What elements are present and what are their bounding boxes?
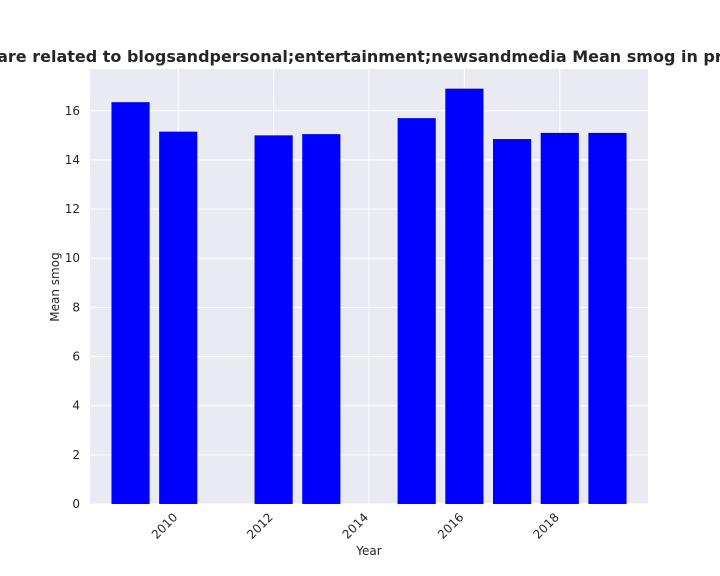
bar: [254, 135, 293, 504]
x-tick-label: 2018: [530, 510, 561, 541]
x-tick-labels: 2010 2012 2014 2016 2018: [149, 510, 562, 541]
x-tick-label: 2014: [340, 510, 371, 541]
x-tick-label: 2012: [244, 510, 275, 541]
bars: [111, 88, 627, 505]
y-tick-label: 8: [72, 300, 80, 314]
bar: [588, 132, 627, 504]
y-tick-label: 2: [72, 448, 80, 462]
y-tick-label: 10: [65, 251, 80, 265]
bar: [111, 102, 150, 504]
y-axis-label: Mean smog: [48, 252, 62, 321]
y-tick-label: 14: [65, 153, 80, 167]
x-tick-label: 2016: [435, 510, 466, 541]
bar: [493, 139, 532, 505]
y-tick-label: 4: [72, 399, 80, 413]
bar: [540, 132, 579, 504]
bar: [302, 134, 341, 504]
x-axis-label: Year: [355, 544, 381, 558]
y-tick-labels: 0 2 4 6 8 10 12 14 16: [65, 104, 80, 511]
bar: [159, 131, 198, 504]
y-tick-label: 0: [72, 497, 80, 511]
y-tick-label: 6: [72, 350, 80, 364]
bar: [397, 118, 436, 505]
bar: [445, 88, 484, 505]
chart-title: Categories are related to blogsandperson…: [0, 47, 720, 66]
y-tick-label: 12: [65, 202, 80, 216]
x-tick-label: 2010: [149, 510, 180, 541]
y-tick-label: 16: [65, 104, 80, 118]
